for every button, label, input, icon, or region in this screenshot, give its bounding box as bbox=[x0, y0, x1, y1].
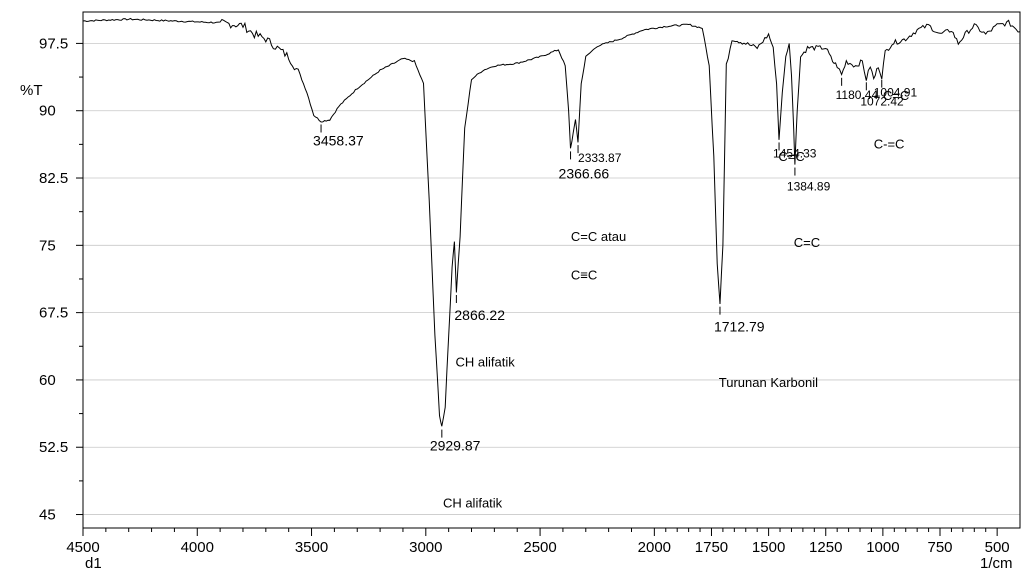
peak-label: 1384.89 bbox=[787, 180, 831, 194]
x-tick-label: 1750 bbox=[695, 539, 728, 556]
annotation-label: C=C atau bbox=[571, 229, 626, 244]
x-axis-label: 1/cm bbox=[980, 555, 1013, 571]
x-tick-label: 500 bbox=[985, 539, 1010, 556]
x-tick-label: 1500 bbox=[752, 539, 785, 556]
y-tick-label: 45 bbox=[39, 507, 56, 524]
annotation-label: C-=C bbox=[874, 136, 905, 151]
annotation-label: CH alifatik bbox=[456, 354, 516, 369]
peak-label: 1712.79 bbox=[714, 319, 765, 335]
peak-label: 3458.37 bbox=[313, 132, 364, 148]
x-tick-label: 4500 bbox=[66, 539, 99, 556]
peak-label: 2333.87 bbox=[578, 151, 622, 165]
peak-label: 1072.42 bbox=[860, 94, 904, 108]
x-tick-label: 3000 bbox=[409, 539, 442, 556]
peak-label: 2929.87 bbox=[430, 438, 481, 454]
x-tick-label: 2500 bbox=[523, 539, 556, 556]
annotation-label: Turunan Karbonil bbox=[719, 375, 818, 390]
annotations: CH alifatik CH alifatik C=C atau C≡C Turunan… bbox=[443, 88, 909, 510]
x-tick-label: 4000 bbox=[181, 539, 214, 556]
x-tick-label: 3500 bbox=[295, 539, 328, 556]
spectrum-line bbox=[82, 17, 1021, 427]
annotation-label: C=C bbox=[778, 149, 804, 164]
axes: 45 52.5 60 67.5 75 82.5 90 97.5 4500 4000 3500 3000… bbox=[39, 35, 1010, 556]
peak-label: 2366.66 bbox=[559, 165, 610, 181]
grid bbox=[83, 43, 1020, 515]
annotation-label: CH alifatik bbox=[443, 495, 503, 510]
y-tick-label: 97.5 bbox=[39, 35, 68, 52]
peak-label: 2866.22 bbox=[454, 307, 505, 323]
peak-label: 1454.33 bbox=[773, 146, 817, 160]
y-tick-label: 60 bbox=[39, 372, 56, 389]
peak-label: 1180.44 bbox=[836, 88, 879, 102]
y-tick-label: 90 bbox=[39, 103, 56, 120]
x-tick-label: 1250 bbox=[809, 539, 842, 556]
annotation-label: C=C bbox=[794, 235, 820, 250]
y-tick-label: 52.5 bbox=[39, 439, 68, 456]
series-label: d1 bbox=[85, 555, 102, 571]
y-tick-label: 75 bbox=[39, 237, 56, 254]
x-tick-label: 750 bbox=[927, 539, 952, 556]
y-axis-label: %T bbox=[20, 82, 43, 99]
y-tick-label: 67.5 bbox=[39, 305, 68, 322]
annotation-label: C≡C bbox=[571, 267, 597, 282]
x-tick-label: 1000 bbox=[866, 539, 899, 556]
y-tick-label: 82.5 bbox=[39, 170, 68, 187]
peak-label: 1004.91 bbox=[874, 86, 918, 100]
x-tick-label: 2000 bbox=[638, 539, 671, 556]
annotation-label: C=C bbox=[883, 88, 909, 103]
plot-frame bbox=[82, 11, 1021, 529]
